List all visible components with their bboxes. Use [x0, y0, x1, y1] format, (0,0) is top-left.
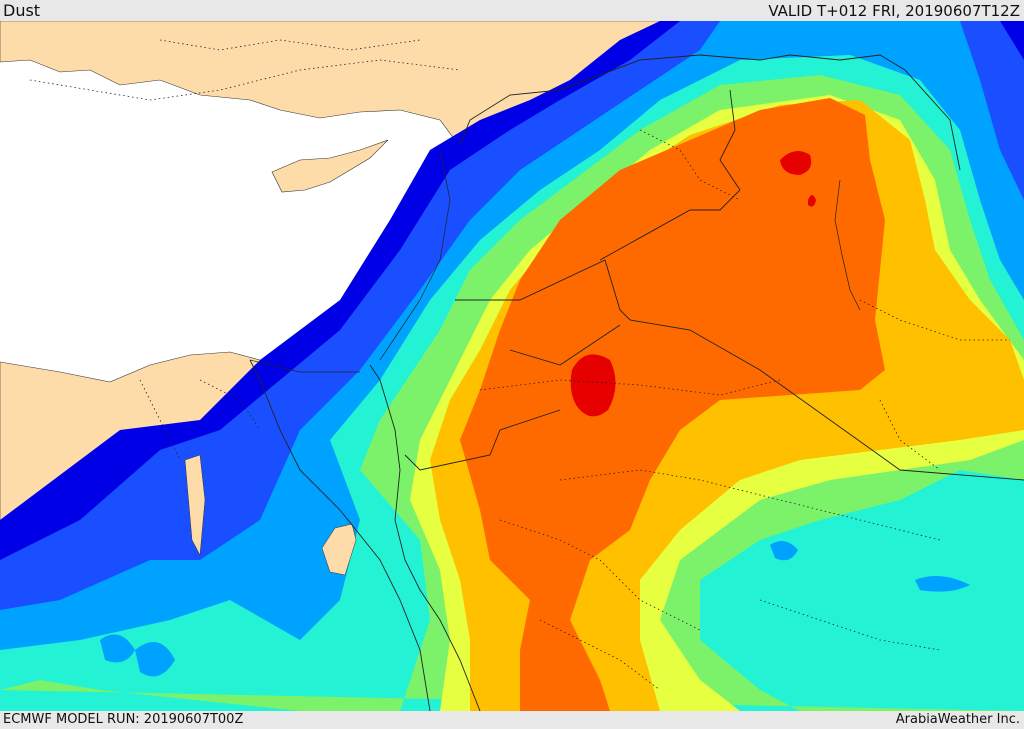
land-gulf-strip — [184, 454, 206, 556]
map-canvas — [0, 21, 1024, 711]
province-borders — [29, 39, 1010, 691]
header-bar: Dust VALID T+012 FRI, 20190607T12Z — [0, 0, 1024, 21]
footer-bar: ECMWF MODEL RUN: 20190607T00Z ArabiaWeat… — [0, 711, 1024, 729]
dust-level-8 — [460, 98, 885, 711]
credit-label: ArabiaWeather Inc. — [895, 712, 1020, 727]
land-sinai-strip — [321, 523, 357, 576]
dust-pocket-west — [100, 634, 135, 663]
dust-pocket-east-2 — [915, 576, 970, 592]
dust-level-9-north — [780, 151, 812, 175]
map-title: Dust — [3, 1, 41, 20]
dust-map[interactable] — [0, 21, 1024, 711]
valid-time: VALID T+012 FRI, 20190607T12Z — [768, 2, 1020, 20]
dust-pocket-west-2 — [135, 642, 175, 677]
land-cyprus — [271, 139, 389, 193]
dust-level-9-center — [570, 354, 616, 417]
model-run-label: ECMWF MODEL RUN: 20190607T00Z — [3, 712, 244, 727]
coastlines — [249, 149, 861, 373]
dust-level-9-spot — [808, 195, 816, 207]
dust-pocket-east — [770, 541, 798, 561]
country-borders — [249, 54, 1024, 711]
